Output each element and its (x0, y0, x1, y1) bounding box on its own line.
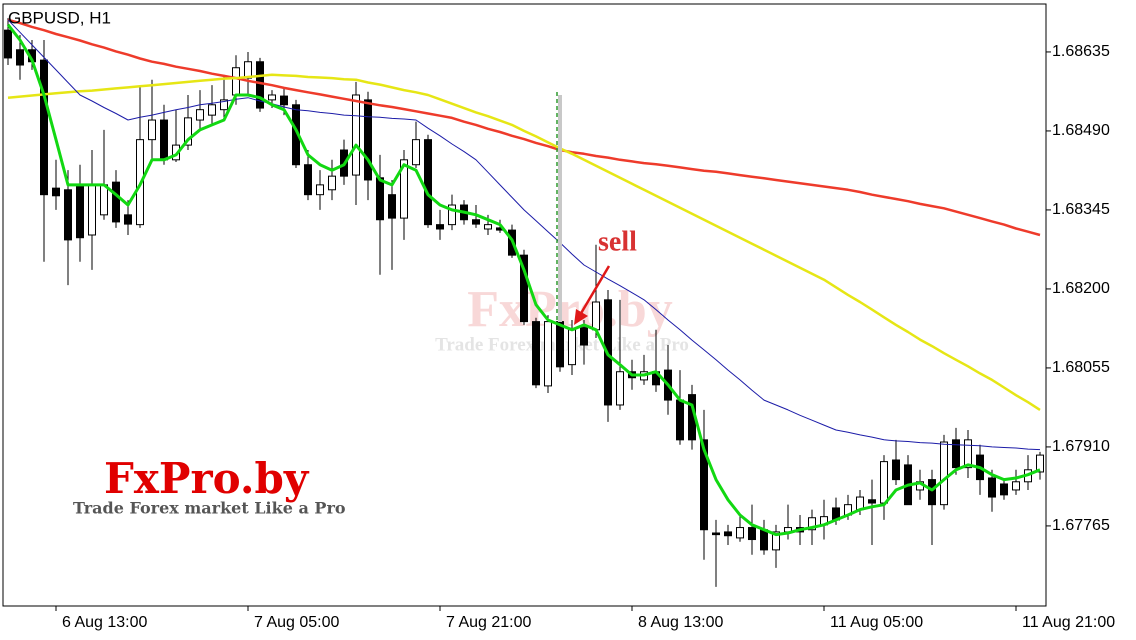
candle-body (160, 119, 168, 161)
y-tick-label: 1.67765 (1052, 517, 1110, 534)
candle-body (724, 531, 732, 537)
candle-body (376, 177, 384, 221)
candle-body (388, 194, 396, 219)
candle-body (544, 321, 552, 387)
candle-body (964, 439, 972, 469)
candle-body (880, 461, 888, 504)
candle-body (532, 321, 540, 386)
moving-average-line (6, 23, 1041, 537)
sell-label: sell (598, 226, 637, 257)
moving-average-line (7, 73, 1041, 411)
candle-body (580, 327, 588, 346)
sell-arrow (578, 265, 611, 316)
y-tick-label: 1.68635 (1052, 43, 1110, 60)
candle-body (520, 254, 528, 323)
candle-body (124, 214, 132, 225)
candle-body (40, 59, 48, 196)
candle-body (868, 499, 876, 504)
candle-body (772, 531, 780, 551)
candle-body (220, 99, 228, 111)
candle-body (76, 184, 84, 239)
x-tick-label: 11 Aug 05:00 (830, 614, 923, 631)
candle-body (808, 517, 816, 531)
candle-body (208, 104, 216, 116)
x-tick-label: 8 Aug 13:00 (638, 614, 724, 631)
candle-body (352, 94, 360, 176)
candle-body (472, 219, 480, 225)
candle-body (748, 527, 756, 541)
candle-body (616, 371, 624, 406)
candle-body (484, 224, 492, 230)
candle-body (760, 529, 768, 551)
x-tick-label: 6 Aug 13:00 (62, 614, 148, 631)
candle-body (268, 94, 276, 101)
candle-body (424, 139, 432, 226)
candle-body (556, 321, 564, 368)
chart-title: GBPUSD, H1 (8, 8, 111, 27)
y-tick-label: 1.68345 (1052, 201, 1110, 218)
candle-body (700, 439, 708, 531)
candle-body (1000, 483, 1008, 496)
candle-body (592, 301, 600, 331)
candle-body (148, 119, 156, 141)
x-tick-label: 7 Aug 21:00 (446, 614, 532, 631)
candle-body (304, 164, 312, 196)
candle-body (52, 187, 60, 197)
plot-area (4, 18, 1044, 587)
candle-body (712, 532, 720, 536)
candle-body (568, 329, 576, 366)
candle-body (892, 459, 900, 481)
moving-average-line (7, 19, 1041, 451)
candle-body (736, 527, 744, 539)
x-tick-label: 11 Aug 21:00 (1022, 614, 1115, 631)
candle-body (196, 109, 204, 121)
candle-body (436, 224, 444, 230)
candle-body (112, 181, 120, 223)
candle-body (280, 95, 288, 106)
x-tick-label: 7 Aug 05:00 (254, 614, 340, 631)
candle-body (412, 139, 420, 166)
candle-body (316, 184, 324, 196)
candle-body (100, 184, 108, 216)
candle-body (940, 441, 948, 506)
candle-body (184, 117, 192, 146)
sell-arrowhead (574, 309, 588, 325)
candle-body (328, 175, 336, 191)
y-tick-label: 1.68490 (1052, 122, 1110, 139)
candle-body (4, 29, 12, 59)
candle-body (676, 399, 684, 441)
moving-average-line (7, 18, 1041, 237)
candle-body (16, 49, 24, 66)
candle-body (448, 204, 456, 226)
candle-body (1036, 454, 1044, 473)
candle-body (64, 189, 72, 241)
candle-body (952, 439, 960, 469)
plot-frame (2, 3, 1047, 607)
candle-body (400, 159, 408, 219)
y-tick-label: 1.68200 (1052, 280, 1110, 297)
candle-body (928, 479, 936, 506)
logo-tagline: Trade Forex market Like a Pro (73, 499, 346, 518)
y-tick-label: 1.68055 (1052, 359, 1110, 376)
candle-body (988, 477, 996, 498)
y-tick-label: 1.67910 (1052, 438, 1110, 455)
candle-body (1012, 481, 1020, 491)
candle-body (232, 67, 240, 96)
candle-body (88, 184, 96, 236)
logo: FxPro.by (104, 454, 310, 503)
candle-body (364, 99, 372, 181)
